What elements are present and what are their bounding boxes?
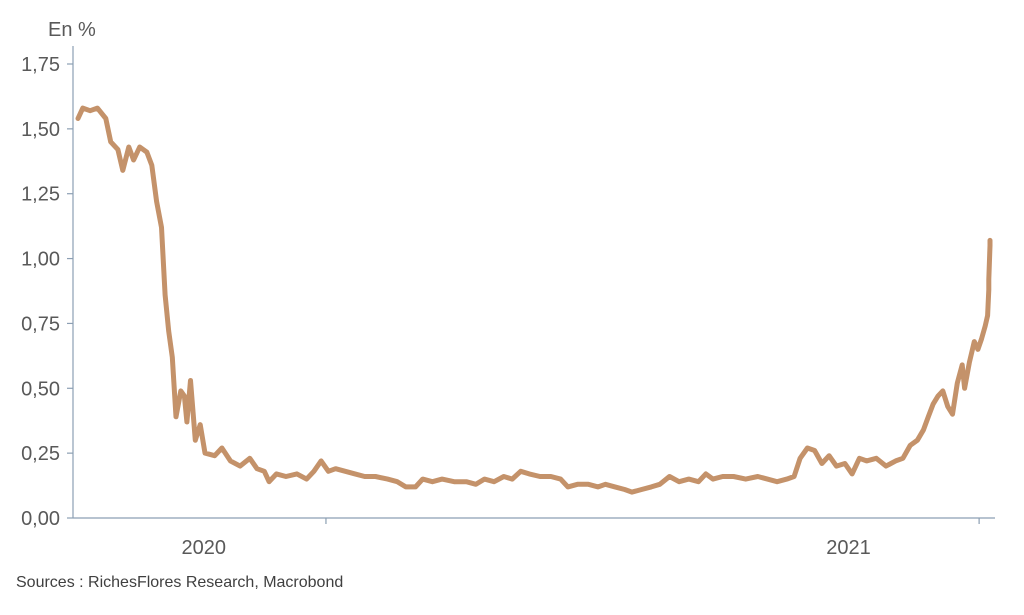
y-tick-label: 0,25 (21, 443, 60, 465)
y-tick-label: 1,00 (21, 249, 60, 271)
plot-area: 0,000,250,500,751,001,251,501,75 2020 202… (21, 46, 995, 559)
x-axis-ticks: 2020 2021 (182, 518, 980, 559)
line-chart: 0,000,250,500,751,001,251,501,75 2020 202… (21, 19, 995, 559)
y-tick-label: 1,25 (21, 184, 60, 206)
y-tick-label: 0,75 (21, 313, 60, 335)
series-layer (75, 105, 993, 495)
x-tick-label: 2020 (182, 537, 227, 559)
y-tick-label: 0,50 (21, 378, 60, 400)
x-tick-label: 2021 (826, 537, 871, 559)
y-tick-label: 0,00 (21, 508, 60, 530)
source-note: Sources : RichesFlores Research, Macrobo… (16, 574, 344, 591)
y-axis-ticks: 0,00 0,25 0,50 0,75 1,00 1,25 1,50 1,75 (21, 54, 73, 530)
y-axis-unit-label: En % (48, 19, 96, 41)
y-tick-label: 1,75 (21, 54, 60, 76)
series-line-0 (75, 105, 993, 495)
y-tick-label: 1,50 (21, 119, 60, 141)
